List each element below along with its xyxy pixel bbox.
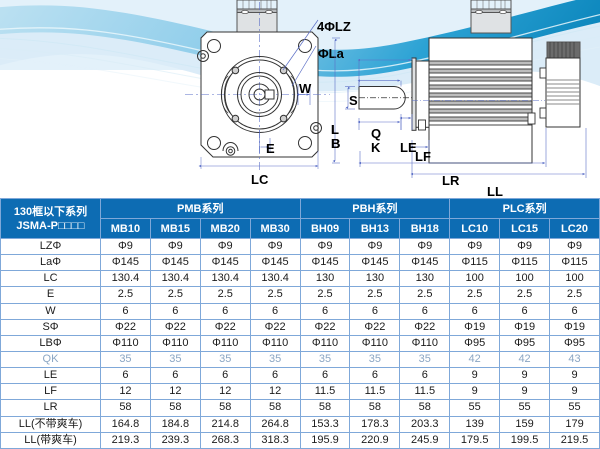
svg-text:B: B	[331, 136, 340, 151]
svg-text:S: S	[349, 93, 358, 108]
svg-text:LL: LL	[487, 184, 503, 199]
svg-text:L: L	[331, 122, 339, 137]
svg-text:LR: LR	[442, 173, 460, 188]
svg-text:LF: LF	[415, 149, 431, 164]
svg-text:K: K	[371, 140, 381, 155]
svg-text:Q: Q	[371, 126, 381, 141]
